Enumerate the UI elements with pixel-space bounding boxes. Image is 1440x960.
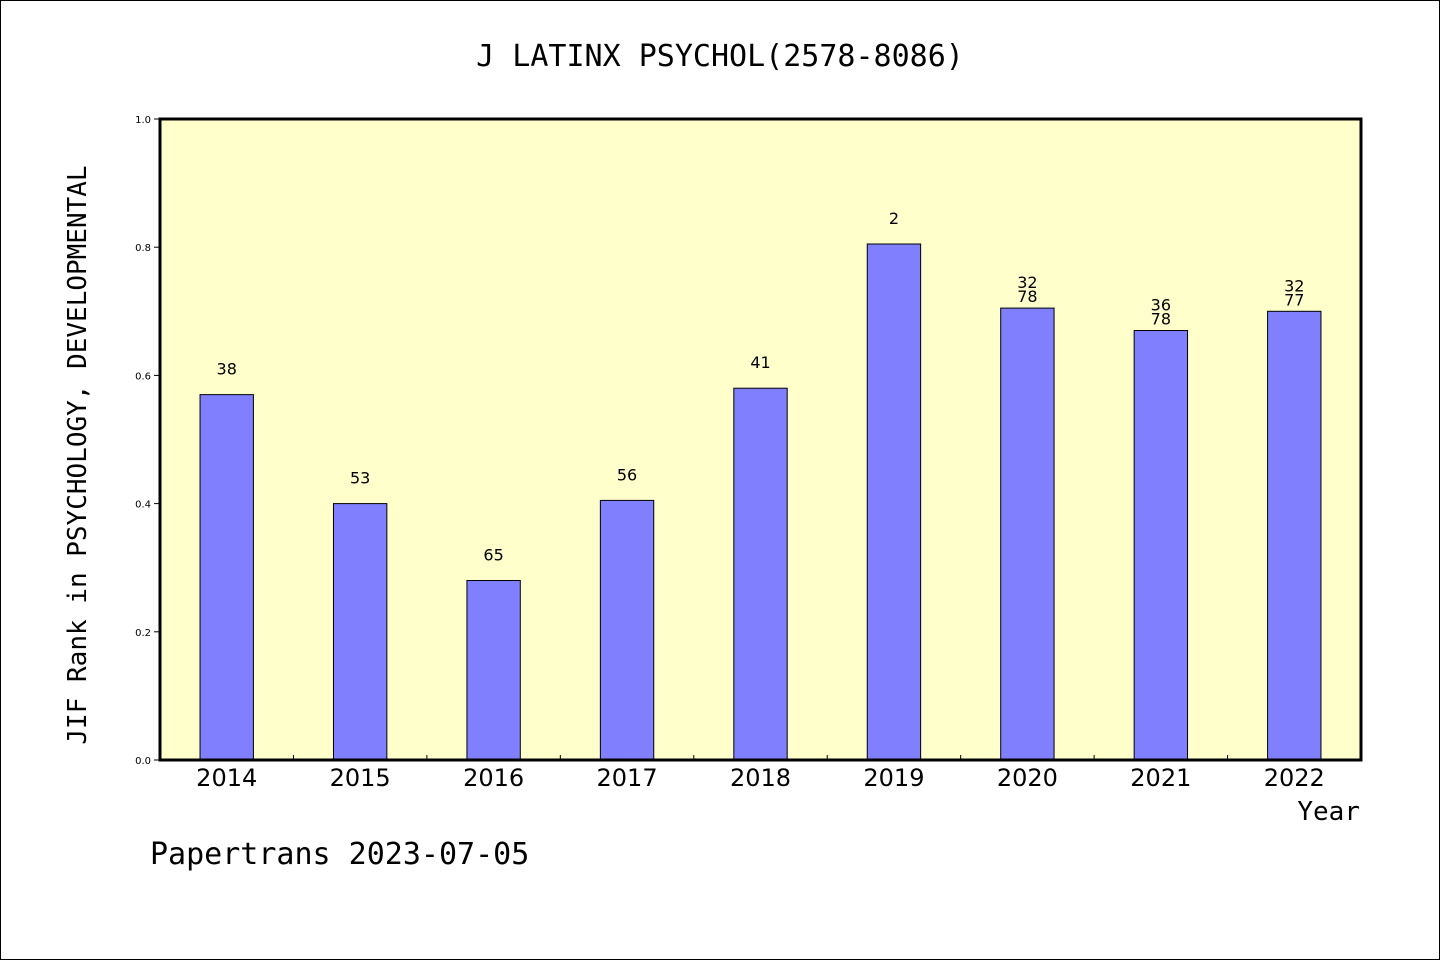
data-label-2022-2: 77 [1284,290,1304,309]
x-tick-label-2014: 2014 [196,764,257,792]
x-tick-label-2019: 2019 [863,764,924,792]
x-tick-label-2016: 2016 [463,764,524,792]
bar-2016 [466,580,521,761]
x-tick-label-2022: 2022 [1264,764,1325,792]
bar-2021 [1133,330,1189,761]
y-tick-label: 0.0 [135,756,151,767]
x-axis-label: Year [1297,797,1360,827]
bar-2015 [332,503,388,761]
data-label-2021-1: 36 [1151,296,1171,315]
bar-2018 [733,387,788,761]
x-tick-label-2018: 2018 [730,764,791,792]
bar-2014 [199,394,254,761]
y-tick-label: 1.0 [135,115,151,126]
data-label-2020-2: 78 [1017,287,1037,306]
bar-2020 [1000,307,1055,761]
footer-text: Papertrans 2023-07-05 [150,837,529,872]
plot-border [158,117,1363,762]
data-label-2020-1: 32 [1017,273,1037,292]
y-tick-label: 0.6 [135,371,151,382]
data-label-2015: 53 [350,469,370,488]
y-tick-label: 0.8 [135,243,151,254]
data-label-2021-2: 78 [1151,310,1171,329]
bar-2019 [866,243,922,761]
x-tick-label-2021: 2021 [1130,764,1191,792]
y-tick-label: 0.2 [135,628,151,639]
data-label-2018: 41 [750,353,770,372]
x-tick-label-2015: 2015 [330,764,391,792]
x-tick-label-2017: 2017 [597,764,658,792]
data-label-2017: 56 [617,465,637,484]
data-label-2019: 2 [889,209,899,228]
bar-2017 [599,499,655,761]
data-label-2022-1: 32 [1284,276,1304,295]
x-tick-label-2020: 2020 [997,764,1058,792]
data-label-2016: 65 [483,546,503,565]
y-axis-label: JIF Rank in PSYCHOLOGY, DEVELOPMENTAL [63,165,93,744]
data-label-2014: 38 [217,360,237,379]
chart-title: J LATINX PSYCHOL(2578-8086) [476,39,964,74]
y-tick-label: 0.4 [135,500,151,511]
bar-2022 [1267,310,1322,761]
